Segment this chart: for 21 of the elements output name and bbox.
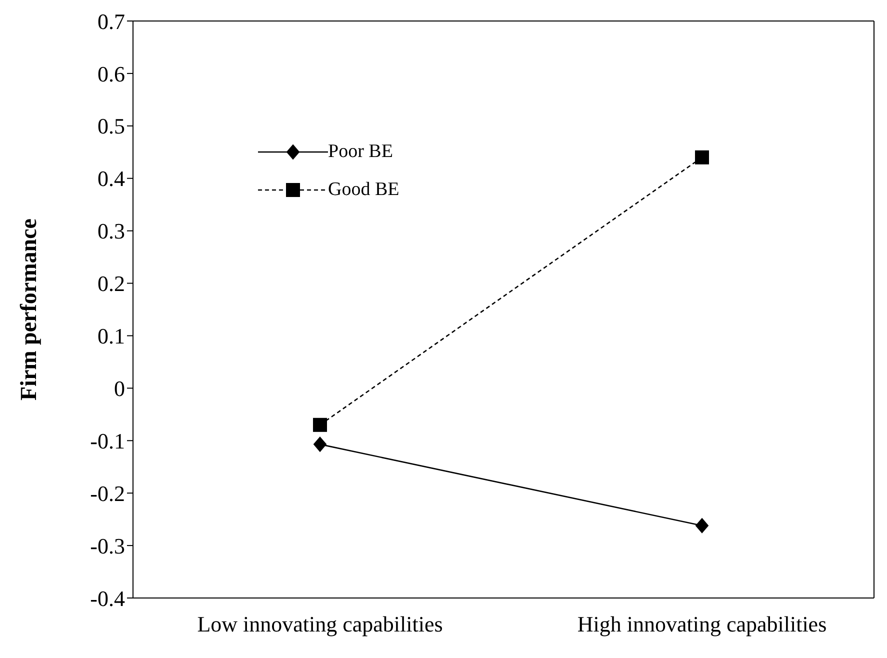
y-tick-label: 0.7 xyxy=(98,8,125,34)
point xyxy=(313,418,327,432)
point xyxy=(696,518,708,534)
y-tick-label: 0.5 xyxy=(98,114,125,139)
y-tick-label: -0.1 xyxy=(90,428,125,454)
y-tick-label: 0.3 xyxy=(98,218,125,244)
y-tick-label: -0.2 xyxy=(90,480,125,506)
point xyxy=(314,436,326,452)
y-axis-title: Firm performance xyxy=(16,218,42,401)
y-tick-label: 0.6 xyxy=(98,61,125,86)
legend-label: Good BE xyxy=(328,179,400,201)
point xyxy=(695,150,709,164)
y-tick-label: 0 xyxy=(114,376,125,401)
x-tick-label: Low innovating capabilities xyxy=(197,612,443,637)
y-tick-label: 0.4 xyxy=(98,166,125,192)
y-tick-label: -0.4 xyxy=(90,586,125,611)
y-tick-label: 0.1 xyxy=(98,324,125,349)
y-tick-label: 0.2 xyxy=(98,271,125,296)
y-tick-label: -0.3 xyxy=(90,533,125,558)
legend-label: Poor BE xyxy=(328,141,393,163)
x-tick-label: High innovating capabilities xyxy=(577,612,827,637)
